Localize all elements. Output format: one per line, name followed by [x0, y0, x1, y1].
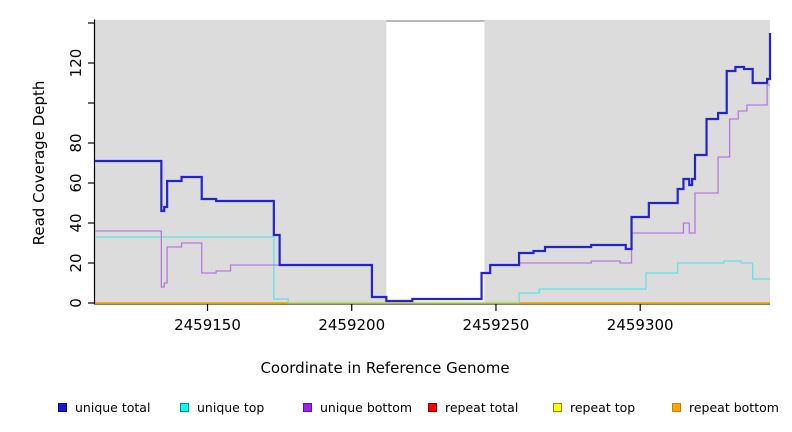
unique-bottom-swatch-icon	[303, 402, 312, 412]
legend-entry-repeat-total: repeat total	[428, 398, 518, 416]
x-tick-label: 2459300	[607, 316, 674, 334]
legend-entry-repeat-top: repeat top	[553, 398, 635, 416]
legend-entry-unique-top: unique top	[180, 398, 264, 416]
legend-label: unique bottom	[320, 399, 413, 415]
repeat-total-swatch-icon	[428, 402, 437, 412]
legend-entry-unique-total: unique total	[58, 398, 150, 416]
legend-label: unique top	[197, 399, 265, 415]
legend-label: repeat top	[570, 399, 636, 415]
legend-label: unique total	[75, 399, 151, 415]
legend-entry-repeat-bottom: repeat bottom	[672, 398, 779, 416]
y-tick-label: 20	[67, 253, 85, 272]
y-tick-label: 80	[67, 133, 85, 152]
x-tick-label: 2459200	[318, 316, 385, 334]
y-axis-title: Read Coverage Depth	[30, 80, 48, 246]
legend-entry-unique-bottom: unique bottom	[303, 398, 412, 416]
legend-label: repeat bottom	[689, 399, 779, 415]
series-unique-top-line	[95, 236, 770, 304]
x-tick-label: 2459150	[174, 316, 241, 334]
y-tick-label: 0	[67, 298, 85, 308]
repeat-top-swatch-icon	[553, 402, 562, 412]
series-unique-total-line	[95, 33, 772, 303]
x-tick-label: 2459250	[463, 316, 530, 334]
unique-total-swatch-icon	[58, 402, 67, 412]
y-tick-label: 120	[67, 49, 85, 78]
y-tick-label: 60	[67, 173, 85, 192]
masked-region-band	[386, 20, 485, 303]
x-axis-title: Coordinate in Reference Genome	[260, 359, 510, 377]
y-tick-label: 40	[67, 213, 85, 232]
legend-label: repeat total	[445, 399, 519, 415]
unique-top-swatch-icon	[180, 402, 189, 412]
repeat-bottom-swatch-icon	[672, 402, 681, 412]
legend: unique total unique top unique bottom re…	[0, 398, 792, 418]
